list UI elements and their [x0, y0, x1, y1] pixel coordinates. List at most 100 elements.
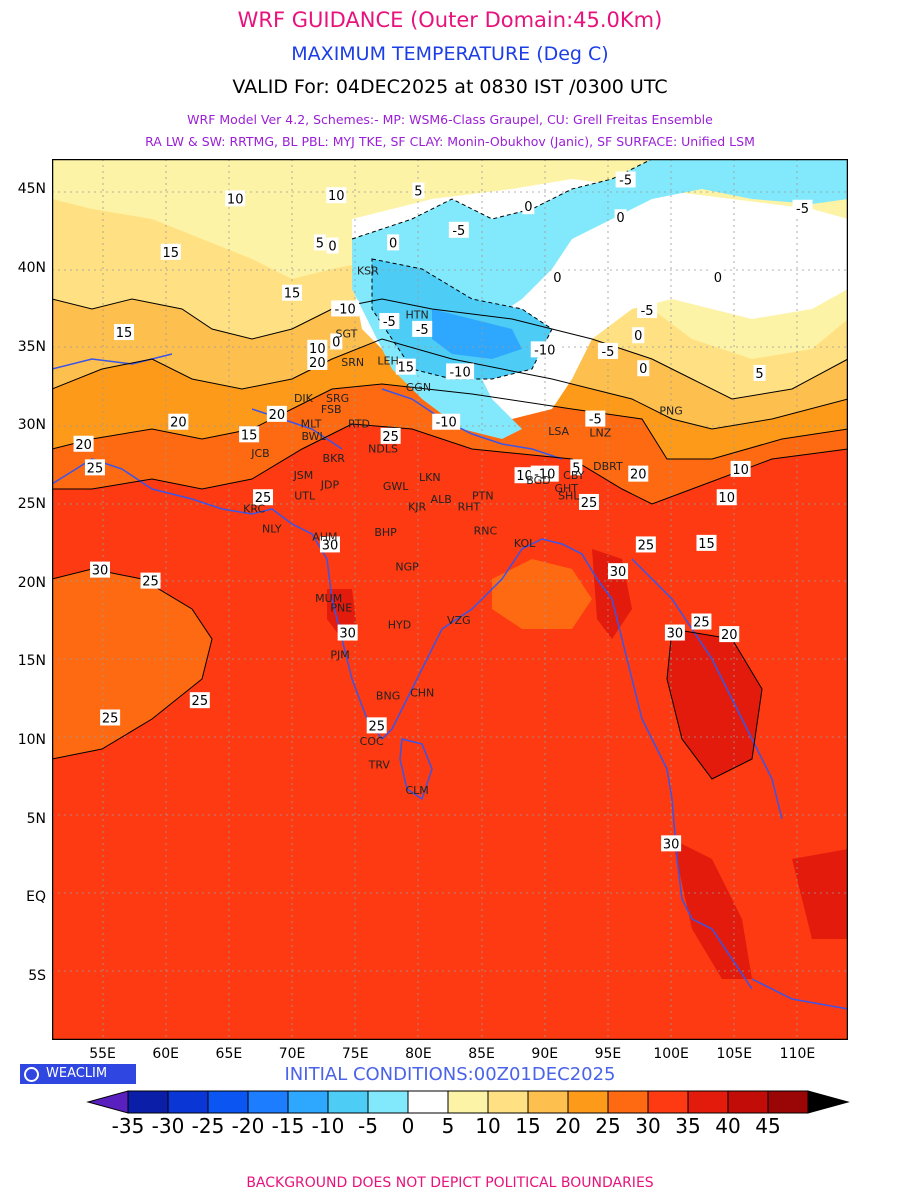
contour-label: -5 — [597, 342, 618, 360]
graticule — [52, 159, 848, 1040]
colorbar-tick-label: 25 — [595, 1114, 621, 1138]
city-label: COC — [360, 735, 384, 748]
contour-label: -10 — [530, 341, 559, 358]
svg-text:5: 5 — [572, 461, 580, 476]
svg-text:-5: -5 — [452, 224, 465, 239]
svg-text:0: 0 — [389, 236, 397, 251]
colorbar-swatch — [647, 1090, 689, 1114]
contour-label: 25 — [635, 536, 656, 553]
contour-label: 10 — [225, 190, 246, 207]
city-label: VZG — [447, 614, 471, 627]
colorbar-tick-label: 35 — [675, 1114, 701, 1138]
city-label: BNG — [376, 689, 400, 702]
colorbar-swatch — [367, 1090, 409, 1114]
contour-label: -5 — [792, 199, 813, 217]
colorbar-tick-label: -5 — [358, 1114, 378, 1138]
lon-tick-label: 100E — [653, 1046, 689, 1062]
initial-conditions: INITIAL CONDITIONS:00Z01DEC2025 — [284, 1064, 616, 1085]
svg-text:10: 10 — [718, 491, 735, 506]
svg-text:0: 0 — [328, 240, 336, 255]
contour-label: 25 — [380, 427, 401, 445]
colorbar-swatch — [327, 1090, 369, 1114]
colorbar-tick-label: -25 — [191, 1114, 225, 1138]
contour-label: 10 — [514, 467, 535, 484]
city-label: MUM — [315, 592, 342, 605]
weaclim-logo: WEACLIM — [20, 1064, 136, 1084]
svg-text:30: 30 — [92, 564, 109, 579]
colorbar-tick-label: 0 — [401, 1114, 415, 1138]
city-label: SRN — [341, 356, 364, 369]
svg-text:25: 25 — [581, 496, 598, 511]
city-label: BWL — [301, 430, 326, 443]
svg-text:20: 20 — [170, 416, 187, 431]
svg-text:-10: -10 — [335, 302, 356, 317]
contour-label: 5 — [412, 182, 425, 199]
colorbar-swatch — [167, 1090, 209, 1114]
colorbar-tick-label: 20 — [555, 1114, 581, 1138]
lat-tick-label: 5N — [26, 810, 46, 827]
city-label: HYD — [388, 619, 411, 632]
contour-label: -5 — [615, 171, 636, 188]
svg-text:10: 10 — [516, 469, 533, 484]
svg-text:30: 30 — [667, 627, 684, 642]
map-subtitle: MAXIMUM TEMPERATURE (Deg C) — [291, 43, 609, 65]
svg-text:-10: -10 — [449, 365, 470, 380]
valid-time: VALID For: 04DEC2025 at 0830 IST /0300 U… — [232, 76, 668, 98]
lat-tick-label: 10N — [17, 732, 46, 749]
city-label: SHL — [558, 490, 580, 503]
contour-lines — [52, 298, 848, 780]
lat-tick-label: 25N — [17, 496, 46, 513]
contour-label: -10 — [530, 465, 559, 483]
colorbar-high-arrow — [807, 1090, 850, 1114]
svg-text:0: 0 — [634, 329, 642, 344]
svg-text:-5: -5 — [619, 173, 632, 188]
field-arabian-25-30 — [52, 569, 212, 759]
svg-text:30: 30 — [339, 627, 356, 642]
map-title: WRF GUIDANCE (Outer Domain:45.0Km) — [237, 8, 663, 32]
contour-label: -10 — [432, 413, 461, 431]
logo-text: WEACLIM — [46, 1066, 108, 1081]
contour-label: 10 — [730, 460, 751, 478]
lat-tick-label: 35N — [17, 338, 46, 355]
svg-text:15: 15 — [398, 361, 415, 376]
svg-text:-5: -5 — [416, 323, 429, 338]
contour-label: -5 — [637, 302, 658, 319]
contour-label: -10 — [331, 300, 360, 317]
svg-text:0: 0 — [714, 271, 722, 286]
city-label: BHP — [374, 526, 397, 539]
svg-text:-5: -5 — [641, 304, 654, 319]
contour-label: 0 — [551, 268, 564, 286]
svg-text:-5: -5 — [383, 315, 396, 330]
colorbar-swatch — [727, 1090, 769, 1114]
svg-text:25: 25 — [192, 694, 209, 709]
svg-text:25: 25 — [638, 538, 655, 553]
lon-tick-label: 55E — [89, 1046, 116, 1062]
contour-label: 25 — [189, 692, 210, 709]
city-label: FSB — [321, 403, 342, 416]
city-label: LSA — [548, 425, 569, 438]
city-label: RNC — [474, 524, 498, 537]
contour-label: -5 — [448, 221, 469, 239]
lon-tick-label: 85E — [468, 1046, 495, 1062]
contour-label: -5 — [585, 410, 606, 428]
contour-label: 5 — [570, 459, 583, 476]
colorbar-swatch — [567, 1090, 609, 1114]
contour-label: 0 — [637, 360, 650, 377]
svg-text:20: 20 — [75, 438, 92, 453]
colorbar-tick-label: -30 — [151, 1114, 185, 1138]
city-label: JDP — [320, 479, 340, 492]
city-label: JSM — [293, 469, 314, 482]
contour-label: 20 — [168, 413, 189, 431]
city-label: SRG — [326, 392, 349, 405]
colorbar-swatch — [687, 1090, 729, 1114]
contour-label: 5 — [313, 234, 326, 251]
lon-tick-label: 80E — [405, 1046, 432, 1062]
city-label: KOL — [514, 537, 536, 550]
city-label: SGT — [335, 328, 357, 341]
contour-label: 30 — [661, 835, 682, 852]
contour-label: 0 — [614, 209, 627, 226]
svg-text:20: 20 — [309, 356, 326, 371]
svg-text:30: 30 — [322, 538, 339, 553]
city-label: PNE — [330, 601, 352, 614]
